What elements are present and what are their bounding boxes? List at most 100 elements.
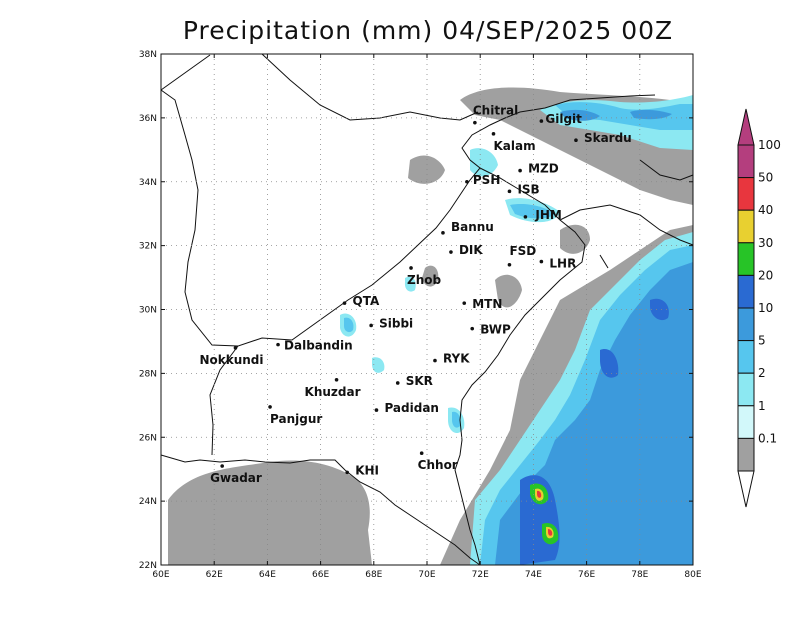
city-label: LHR	[549, 257, 576, 271]
city-zhob: Zhob	[407, 266, 442, 287]
city-skr: SKR	[395, 374, 433, 388]
city-dot	[507, 262, 512, 267]
city-label: Sibbi	[379, 316, 413, 330]
precipitation-field	[168, 87, 693, 565]
colorbar-level-label: 100	[758, 138, 781, 152]
colorbar-level-label: 20	[758, 268, 773, 282]
city-kalam: Kalam	[491, 132, 536, 153]
city-label: MZD	[528, 162, 559, 176]
city-label: Gilgit	[545, 112, 582, 126]
city-panjgur: Panjgur	[268, 405, 322, 426]
city-label: JHM	[534, 208, 561, 222]
x-tick-label: 72E	[472, 570, 489, 580]
city-dot	[345, 470, 350, 475]
city-label: Zhob	[407, 273, 441, 287]
city-chhor: Chhor	[418, 451, 458, 472]
colorbar-level-label: 40	[758, 203, 773, 217]
city-dot	[523, 215, 528, 219]
coastline	[160, 454, 481, 566]
city-label: ISB	[517, 182, 539, 196]
y-tick-label: 26N	[139, 433, 157, 443]
colorbar-segment	[737, 177, 755, 211]
city-label: FSD	[509, 244, 536, 258]
city-dot	[233, 346, 238, 350]
axis-tick-labels: 60E 62E 64E 66E 68E 70E 72E 74E 76E 78E 80E 22N 24N 2…	[139, 50, 702, 580]
city-dot	[574, 138, 578, 143]
colorbar-level-label: 0.1	[758, 431, 777, 445]
city-label: Dalbandin	[284, 339, 353, 353]
city-dot	[518, 168, 522, 173]
city-khuzdar: Khuzdar	[305, 377, 361, 399]
city-isb: ISB	[507, 182, 540, 196]
colorbar-level-label: 10	[758, 301, 773, 315]
city-label: Gwadar	[210, 471, 262, 485]
city-qta: QTA	[342, 294, 380, 308]
city-label: PSH	[473, 173, 500, 187]
colorbar-segment	[737, 209, 755, 244]
city-label: MTN	[472, 297, 502, 311]
colorbar-segment	[737, 340, 755, 374]
y-tick-label: 22N	[139, 561, 157, 571]
city-label: Padidan	[384, 401, 439, 415]
city-dalbandin: Dalbandin	[276, 339, 353, 353]
colorbar-min-triangle	[737, 470, 755, 508]
city-dot	[395, 381, 400, 385]
x-tick-label: 74E	[525, 570, 542, 580]
colorbar-level-label: 30	[758, 236, 773, 250]
colorbar-segment	[737, 437, 755, 472]
x-tick-label: 60E	[152, 570, 169, 580]
colorbar-segment	[737, 372, 755, 407]
colorbar-segment	[737, 274, 755, 309]
city-ryk: RYK	[433, 352, 470, 366]
city-label: Kalam	[494, 139, 536, 153]
city-dot	[220, 464, 224, 468]
city-dot	[441, 231, 445, 235]
city-label: SKR	[406, 374, 433, 388]
city-label: Chitral	[473, 104, 518, 118]
axis-ticks	[160, 53, 694, 566]
gridlines	[161, 54, 693, 565]
y-tick-label: 24N	[139, 497, 157, 507]
city-label: QTA	[353, 294, 380, 308]
x-tick-label: 66E	[312, 570, 329, 580]
y-tick-label: 38N	[139, 50, 157, 60]
city-label: DIK	[459, 243, 483, 257]
city-padidan: Padidan	[374, 401, 439, 415]
city-label: Khuzdar	[305, 385, 361, 399]
city-label: Bannu	[451, 220, 494, 234]
city-label: Panjgur	[270, 412, 322, 426]
y-tick-label: 28N	[139, 369, 157, 379]
city-dot	[419, 451, 424, 456]
city-dot	[369, 323, 373, 328]
precip-intense-cores	[530, 483, 559, 545]
colorbar-level-label: 2	[758, 366, 766, 380]
city-dot	[409, 266, 413, 270]
city-dot	[491, 132, 496, 136]
city-bwp: BWP	[470, 323, 511, 337]
city-dot	[334, 377, 339, 382]
y-tick-label: 36N	[139, 114, 157, 124]
city-dot	[462, 301, 467, 305]
colorbar-max-triangle	[737, 108, 755, 146]
city-dot	[470, 326, 475, 331]
country-borders	[160, 53, 694, 566]
y-tick-label: 34N	[139, 178, 157, 188]
colorbar-segment	[737, 242, 755, 276]
city-dot	[449, 250, 453, 254]
x-tick-label: 80E	[684, 570, 701, 580]
city-dot	[276, 342, 280, 347]
x-tick-label: 78E	[631, 570, 648, 580]
x-tick-label: 76E	[578, 570, 595, 580]
colorbar-level-label: 1	[758, 399, 766, 413]
city-dot	[473, 120, 477, 125]
city-psh: PSH	[465, 173, 500, 187]
city-label: BWP	[480, 323, 511, 337]
colorbar-segment	[737, 307, 755, 342]
x-tick-label: 62E	[206, 570, 223, 580]
city-bannu: Bannu	[441, 220, 494, 235]
colorbar-level-label: 50	[758, 171, 773, 185]
city-label: Chhor	[418, 458, 458, 472]
city-lhr: LHR	[539, 257, 576, 271]
city-label: Nokkundi	[199, 353, 263, 367]
